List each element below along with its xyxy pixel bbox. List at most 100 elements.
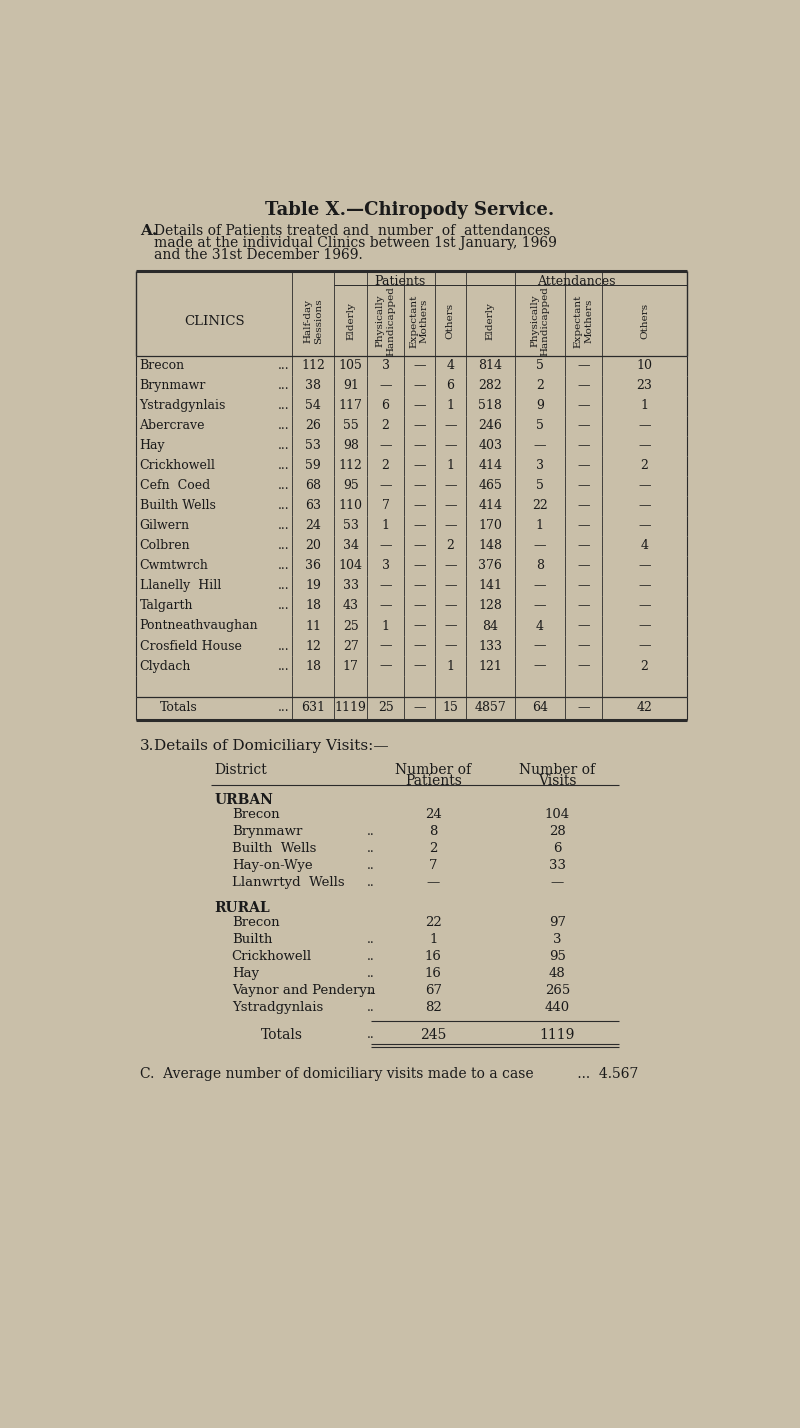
Text: Cefn  Coed: Cefn Coed	[139, 480, 210, 493]
Text: —: —	[638, 500, 650, 513]
Text: ...: ...	[278, 520, 289, 533]
Text: Crickhowell: Crickhowell	[139, 460, 215, 473]
Text: —: —	[413, 640, 426, 653]
Text: 25: 25	[378, 701, 394, 714]
Text: 22: 22	[532, 500, 548, 513]
Text: ...: ...	[278, 400, 289, 413]
Text: 110: 110	[338, 500, 362, 513]
Text: Brynmawr: Brynmawr	[232, 825, 302, 838]
Text: —: —	[578, 360, 590, 373]
Text: Elderly: Elderly	[486, 303, 494, 340]
Text: —: —	[638, 560, 650, 573]
Text: —: —	[379, 480, 392, 493]
Text: 8: 8	[429, 825, 438, 838]
Text: Details of Patients treated and  number  of  attendances: Details of Patients treated and number o…	[154, 224, 550, 237]
Text: —: —	[413, 380, 426, 393]
Text: ..: ..	[367, 843, 375, 855]
Text: ...: ...	[278, 660, 289, 673]
Text: ...: ...	[278, 360, 289, 373]
Text: —: —	[379, 640, 392, 653]
Text: ...: ...	[278, 560, 289, 573]
Text: 141: 141	[478, 580, 502, 593]
Text: 8: 8	[536, 560, 544, 573]
Text: 10: 10	[637, 360, 653, 373]
Text: —: —	[578, 580, 590, 593]
Text: 24: 24	[425, 808, 442, 821]
Text: —: —	[413, 500, 426, 513]
Text: —: —	[444, 440, 457, 453]
Text: —: —	[379, 660, 392, 673]
Text: —: —	[578, 380, 590, 393]
Text: 5: 5	[536, 480, 544, 493]
Text: 67: 67	[425, 984, 442, 997]
Text: 246: 246	[478, 420, 502, 433]
Text: Brecon: Brecon	[232, 915, 279, 930]
Text: 265: 265	[545, 984, 570, 997]
Text: 33: 33	[342, 580, 358, 593]
Text: ..: ..	[367, 860, 375, 873]
Text: 53: 53	[342, 520, 358, 533]
Text: 6: 6	[382, 400, 390, 413]
Text: and the 31st December 1969.: and the 31st December 1969.	[154, 248, 363, 263]
Text: ..: ..	[367, 875, 375, 888]
Text: —: —	[578, 500, 590, 513]
Text: 1: 1	[536, 520, 544, 533]
Text: Expectant
Mothers: Expectant Mothers	[410, 294, 429, 348]
Text: Brecon: Brecon	[139, 360, 185, 373]
Text: —: —	[413, 540, 426, 553]
Text: 117: 117	[338, 400, 362, 413]
Text: 3: 3	[553, 932, 562, 945]
Text: Cwmtwrch: Cwmtwrch	[139, 560, 208, 573]
Text: 5: 5	[536, 360, 544, 373]
Text: 36: 36	[305, 560, 321, 573]
Text: —: —	[413, 360, 426, 373]
Text: Llanelly  Hill: Llanelly Hill	[139, 580, 221, 593]
Text: 3: 3	[536, 460, 544, 473]
Text: 3.: 3.	[140, 738, 154, 753]
Text: 112: 112	[301, 360, 325, 373]
Text: Details of Domiciliary Visits:—: Details of Domiciliary Visits:—	[154, 738, 389, 753]
Text: 105: 105	[338, 360, 362, 373]
Text: 376: 376	[478, 560, 502, 573]
Text: 27: 27	[343, 640, 358, 653]
Text: 3: 3	[382, 560, 390, 573]
Text: ...: ...	[278, 500, 289, 513]
Text: —: —	[444, 580, 457, 593]
Text: —: —	[534, 640, 546, 653]
Text: 20: 20	[305, 540, 321, 553]
Text: ..: ..	[367, 825, 375, 838]
Text: 282: 282	[478, 380, 502, 393]
Text: Builth  Wells: Builth Wells	[232, 843, 316, 855]
Text: —: —	[578, 400, 590, 413]
Text: A.: A.	[140, 224, 158, 237]
Text: Totals: Totals	[261, 1028, 303, 1042]
Text: —: —	[413, 480, 426, 493]
Text: 6: 6	[446, 380, 454, 393]
Text: 95: 95	[343, 480, 358, 493]
Text: 1: 1	[446, 400, 454, 413]
Text: 55: 55	[343, 420, 358, 433]
Text: Builth Wells: Builth Wells	[139, 500, 215, 513]
Text: —: —	[638, 640, 650, 653]
Text: Physically
Handicapped: Physically Handicapped	[376, 286, 395, 356]
Text: Builth: Builth	[232, 932, 272, 945]
Text: ...: ...	[278, 701, 289, 714]
Text: 95: 95	[549, 950, 566, 962]
Text: 34: 34	[342, 540, 358, 553]
Text: 9: 9	[536, 400, 544, 413]
Text: 54: 54	[305, 400, 321, 413]
Text: Physically
Handicapped: Physically Handicapped	[530, 286, 550, 356]
Text: URBAN: URBAN	[214, 793, 274, 807]
Text: Clydach: Clydach	[139, 660, 191, 673]
Text: 24: 24	[305, 520, 321, 533]
Text: Attendances: Attendances	[537, 276, 615, 288]
Text: Patients: Patients	[374, 276, 426, 288]
Text: Table X.—Chiropody Service.: Table X.—Chiropody Service.	[266, 200, 554, 218]
Text: 2: 2	[641, 460, 648, 473]
Text: 97: 97	[549, 915, 566, 930]
Text: C.  Average number of domiciliary visits made to a case          ...  4.567: C. Average number of domiciliary visits …	[140, 1067, 638, 1081]
Text: —: —	[638, 480, 650, 493]
Text: —: —	[578, 460, 590, 473]
Text: Patients: Patients	[405, 774, 462, 788]
Text: 68: 68	[305, 480, 321, 493]
